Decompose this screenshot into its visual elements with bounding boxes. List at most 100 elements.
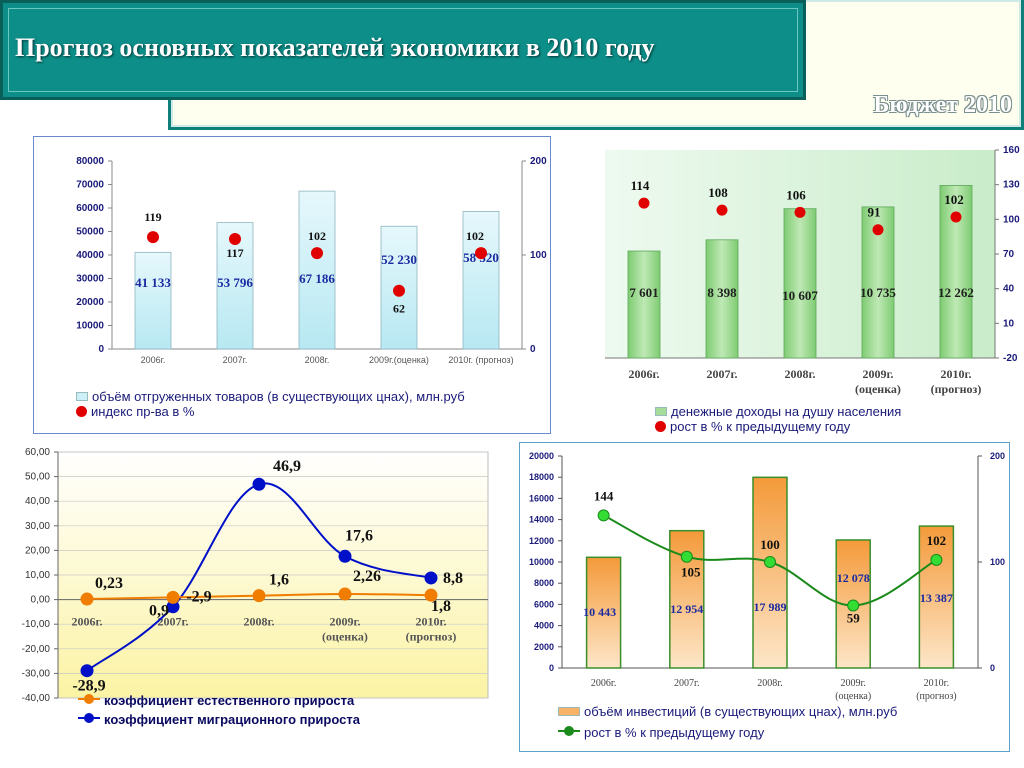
natural-data-label: 1,6 bbox=[269, 572, 289, 589]
y-tick-label-left: 40000 bbox=[76, 250, 104, 261]
x-tick-label: 2006г. bbox=[591, 678, 616, 689]
x-tick-label: 2007г. bbox=[706, 367, 737, 381]
index-data-label: 119 bbox=[144, 210, 161, 224]
bar-data-label: 67 186 bbox=[299, 271, 335, 286]
bar bbox=[918, 525, 955, 669]
y-tick-label-left: 60000 bbox=[76, 203, 104, 214]
y-tick-label-right: 100 bbox=[1003, 214, 1020, 225]
y-tick-label: 0,00 bbox=[31, 595, 51, 606]
bar bbox=[585, 556, 622, 669]
y-tick-label: 20,00 bbox=[25, 545, 50, 556]
y-tick-label-left: 20000 bbox=[529, 451, 554, 461]
legend-label: объём отгруженных товаров (в существующи… bbox=[92, 389, 465, 404]
y-tick-label-right: 130 bbox=[1003, 180, 1020, 191]
x-tick-label: 2009г. bbox=[840, 678, 865, 689]
y-tick-label: -10,00 bbox=[22, 619, 51, 630]
y-tick-label-left: 30000 bbox=[76, 274, 104, 285]
migration-data-label: 17,6 bbox=[345, 527, 373, 544]
population-chart-panel: -40,00 -30,00 -20,00 -10,00 0,00 10,00 20,00 30… bbox=[0, 442, 492, 768]
investment-legend-growth: рост в % к предыдущему году bbox=[558, 725, 998, 740]
y-tick-label-left: 50000 bbox=[76, 227, 104, 238]
legend-swatch-line bbox=[558, 725, 580, 737]
natural-point bbox=[80, 592, 94, 606]
y-tick-label: 40,00 bbox=[25, 496, 50, 507]
x-tick-label: (оценка) bbox=[835, 691, 871, 702]
income-legend-bars: денежные доходы на душу населения bbox=[655, 404, 975, 419]
y-tick-label-left: 70000 bbox=[76, 180, 104, 191]
growth-data-label: 106 bbox=[786, 187, 806, 202]
y-tick-label: -20,00 bbox=[22, 644, 51, 655]
y-tick-label-right: 100 bbox=[990, 557, 1005, 567]
x-tick-label: 2006г. bbox=[628, 367, 659, 381]
migration-data-label: -2,9 bbox=[186, 589, 211, 606]
shipments-legend: объём отгруженных товаров (в существующи… bbox=[76, 389, 526, 419]
x-tick-label: 2008г. bbox=[305, 355, 330, 365]
x-tick-label: 2006г. bbox=[141, 355, 166, 365]
y-tick-label-right: 100 bbox=[530, 250, 547, 261]
x-tick-label: (прогноз) bbox=[916, 691, 956, 702]
x-tick-label: 2008г. bbox=[784, 367, 815, 381]
legend-label: индекс пр-ва в % bbox=[91, 404, 195, 419]
y-tick-label-right: -20 bbox=[1003, 353, 1018, 364]
investment-legend-bars: объём инвестиций (в существующих цнах), … bbox=[558, 704, 998, 719]
bar-data-label: 53 796 bbox=[217, 275, 253, 290]
growth-point bbox=[764, 556, 776, 568]
migration-point bbox=[80, 664, 94, 678]
x-tick-label: 2007г. bbox=[674, 678, 699, 689]
growth-marker bbox=[716, 204, 728, 216]
y-tick-label-left: 20000 bbox=[76, 297, 104, 308]
y-tick-label-right: 40 bbox=[1003, 284, 1015, 295]
income-legend-growth: рост в % к предыдущему году bbox=[655, 419, 975, 434]
legend-label: объём инвестиций (в существующих цнах), … bbox=[584, 704, 898, 719]
bar-data-label: 7 601 bbox=[629, 285, 658, 300]
population-legend-natural: коэффициент естественного прироста bbox=[78, 693, 478, 708]
y-tick-label-left: 14000 bbox=[529, 515, 554, 525]
natural-data-label: 0,23 bbox=[95, 575, 123, 592]
index-data-label: 62 bbox=[393, 302, 405, 316]
y-tick-label: 30,00 bbox=[25, 521, 50, 532]
investment-chart: 0200040006000800010000120001400016000180… bbox=[529, 451, 1005, 702]
y-tick-label-left: 80000 bbox=[76, 156, 104, 167]
growth-data-label: 105 bbox=[681, 565, 701, 580]
bar-data-label: 17 989 bbox=[754, 600, 787, 614]
migration-point bbox=[424, 571, 438, 585]
bar-data-label: 8 398 bbox=[707, 285, 737, 300]
y-tick-label-left: 4000 bbox=[534, 621, 554, 631]
y-tick-label-left: 18000 bbox=[529, 472, 554, 482]
income-legend: денежные доходы на душу населения рост в… bbox=[655, 404, 975, 434]
growth-marker bbox=[794, 206, 806, 218]
x-tick-label: 2009г.(оценка) bbox=[369, 355, 429, 365]
y-tick-label-left: 0 bbox=[98, 344, 104, 355]
bar bbox=[752, 476, 788, 669]
natural-data-label: 2,26 bbox=[353, 568, 381, 585]
bar-data-label: 10 443 bbox=[583, 605, 616, 619]
natural-data-label: 0,9 bbox=[149, 602, 169, 619]
legend-label: рост в % к предыдущему году bbox=[670, 419, 851, 434]
legend-swatch-line bbox=[78, 693, 100, 705]
budget-watermark: Бюджет 2010 bbox=[873, 92, 1012, 118]
growth-marker bbox=[638, 197, 650, 209]
x-tick-label: 2007г. bbox=[157, 615, 188, 629]
x-tick-label: (прогноз) bbox=[406, 630, 457, 644]
bar bbox=[939, 185, 973, 359]
bar bbox=[705, 239, 739, 359]
bar bbox=[298, 190, 336, 350]
y-tick-label-right: 0 bbox=[990, 663, 995, 673]
page-title: Прогноз основных показателей экономики в… bbox=[15, 33, 655, 62]
legend-swatch-marker bbox=[655, 421, 666, 432]
bar-data-label: 41 133 bbox=[135, 275, 171, 290]
shipments-chart-panel: 0 10000 20000 30000 40000 50000 60000 70000 8000… bbox=[33, 136, 551, 434]
x-tick-label: (оценка) bbox=[855, 382, 901, 396]
y-tick-label-right: 10 bbox=[1003, 318, 1015, 329]
legend-label: денежные доходы на душу населения bbox=[671, 404, 902, 419]
migration-data-label: -28,9 bbox=[72, 678, 105, 695]
x-tick-label: 2010г. bbox=[940, 367, 971, 381]
legend-label: коэффициент миграционного прироста bbox=[104, 712, 360, 727]
population-legend: коэффициент естественного прироста коэфф… bbox=[78, 693, 478, 727]
legend-label: коэффициент естественного прироста bbox=[104, 693, 355, 708]
investment-legend: объём инвестиций (в существующих цнах), … bbox=[558, 704, 998, 740]
y-tick-label: 50,00 bbox=[25, 472, 50, 483]
natural-point bbox=[252, 589, 266, 603]
growth-point bbox=[930, 553, 943, 566]
bar-data-label: 13 387 bbox=[920, 591, 953, 605]
